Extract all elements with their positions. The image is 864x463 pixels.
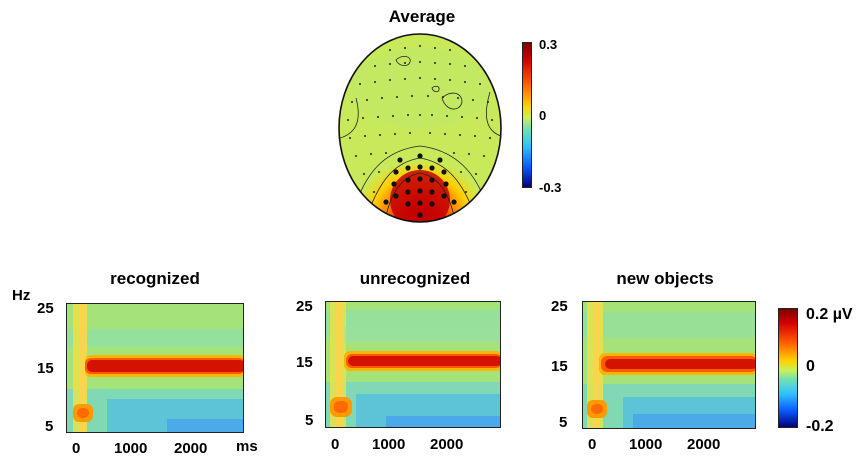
scalp-topography-map bbox=[338, 33, 502, 223]
xtick-0: 0 bbox=[331, 436, 340, 453]
ytick-15: 15 bbox=[296, 354, 313, 371]
xtick-2000: 2000 bbox=[430, 436, 464, 453]
x-axis-unit-label: ms bbox=[236, 438, 258, 455]
tf-panel-title-unrecognized: unrecognized bbox=[359, 269, 471, 288]
tf-colorbar-tick-max: 0.2 µV bbox=[806, 306, 853, 323]
xtick-2000: 2000 bbox=[174, 440, 208, 457]
topoplot-colorbar-tick-max: 0.3 bbox=[539, 37, 558, 52]
topoplot-title: Average bbox=[388, 7, 456, 26]
xtick-1000: 1000 bbox=[114, 440, 148, 457]
tf-colorbar bbox=[778, 308, 798, 428]
xtick-1000: 1000 bbox=[372, 436, 406, 453]
ytick-25: 25 bbox=[551, 298, 568, 315]
xtick-0: 0 bbox=[588, 436, 597, 453]
tf-heatmap-unrecognized bbox=[325, 301, 501, 428]
topoplot-colorbar-tick-min: -0.3 bbox=[539, 180, 562, 195]
tf-colorbar-tick-min: -0.2 bbox=[806, 418, 834, 435]
tf-panel-title-recognized: recognized bbox=[110, 269, 200, 288]
xtick-1000: 1000 bbox=[629, 436, 663, 453]
y-axis-unit-label: Hz bbox=[12, 287, 31, 304]
ytick-5: 5 bbox=[45, 418, 54, 435]
ytick-5: 5 bbox=[305, 412, 314, 429]
topoplot-colorbar bbox=[522, 42, 532, 188]
tf-heatmap-recognized bbox=[66, 303, 244, 433]
ytick-15: 15 bbox=[551, 358, 568, 375]
ytick-15: 15 bbox=[37, 360, 54, 377]
tf-colorbar-tick-zero: 0 bbox=[806, 358, 815, 375]
ytick-5: 5 bbox=[559, 414, 568, 431]
xtick-0: 0 bbox=[72, 440, 81, 457]
tf-panel-title-new-objects: new objects bbox=[616, 269, 714, 288]
ytick-25: 25 bbox=[37, 300, 54, 317]
xtick-2000: 2000 bbox=[687, 436, 721, 453]
tf-heatmap-new-objects bbox=[582, 301, 756, 429]
ytick-25: 25 bbox=[296, 298, 313, 315]
topoplot-colorbar-tick-zero: 0 bbox=[539, 108, 547, 123]
